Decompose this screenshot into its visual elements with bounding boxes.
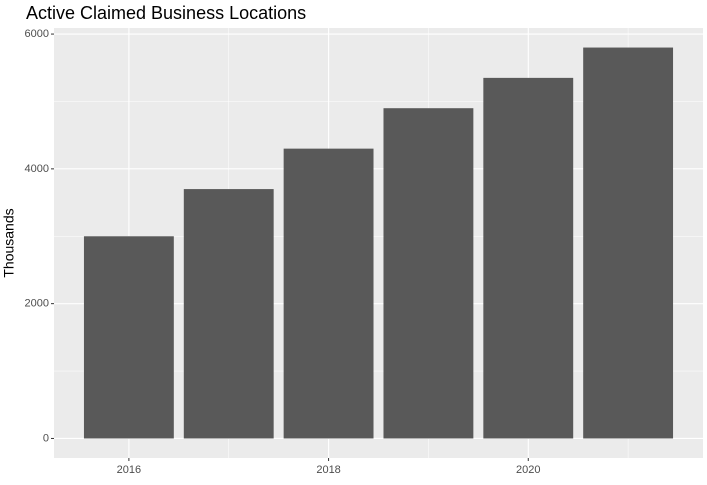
chart-title: Active Claimed Business Locations (26, 3, 306, 23)
bar (83, 236, 174, 439)
y-tick-label: 4000 (25, 163, 49, 175)
bar (383, 108, 474, 439)
bar (183, 189, 274, 439)
x-tick-label: 2020 (516, 464, 540, 476)
bar (283, 148, 374, 439)
y-tick-label: 0 (43, 432, 49, 444)
bar (583, 47, 674, 439)
y-tick-label: 6000 (25, 28, 49, 40)
x-tick-label: 2016 (117, 464, 141, 476)
y-tick-label: 2000 (25, 298, 49, 310)
y-axis-label: Thousands (1, 208, 17, 277)
bar (483, 77, 574, 439)
x-tick-label: 2018 (316, 464, 340, 476)
